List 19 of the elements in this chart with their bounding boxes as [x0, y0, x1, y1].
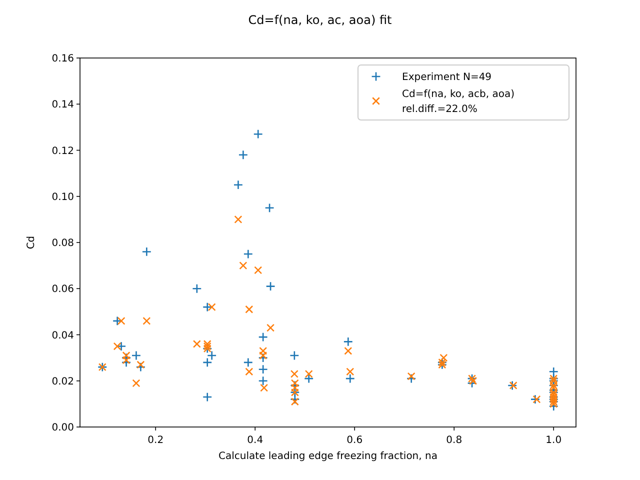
y-tick-label: 0.12: [52, 146, 74, 157]
y-tick-label: 0.04: [52, 330, 74, 342]
x-tick-label: 0.2: [148, 435, 164, 446]
y-tick-label: 0.02: [52, 376, 74, 388]
x-tick-label: 0.6: [346, 435, 363, 446]
y-tick-label: 0.06: [52, 284, 74, 296]
y-axis-title: Cd: [26, 236, 37, 250]
x-tick-label: 0.8: [446, 435, 462, 446]
x-axis-title: Calculate leading edge freezing fraction, na: [218, 451, 438, 462]
y-tick-label: 0.08: [52, 238, 74, 249]
x-tick-label: 0.4: [247, 435, 264, 446]
y-tick-label: 0.10: [52, 192, 74, 203]
y-tick-label: 0.00: [52, 422, 74, 434]
chart-title: Cd=f(na, ko, ac, aoa) fit: [248, 13, 392, 27]
y-tick-label: 0.16: [52, 54, 74, 64]
legend-label: Cd=f(na, ko, acb, aoa) rel.diff.=22.0%: [402, 89, 515, 115]
x-tick-label: 1.0: [546, 435, 562, 446]
legend-label: Experiment N=49: [402, 72, 492, 83]
y-tick-label: 0.14: [52, 100, 74, 111]
